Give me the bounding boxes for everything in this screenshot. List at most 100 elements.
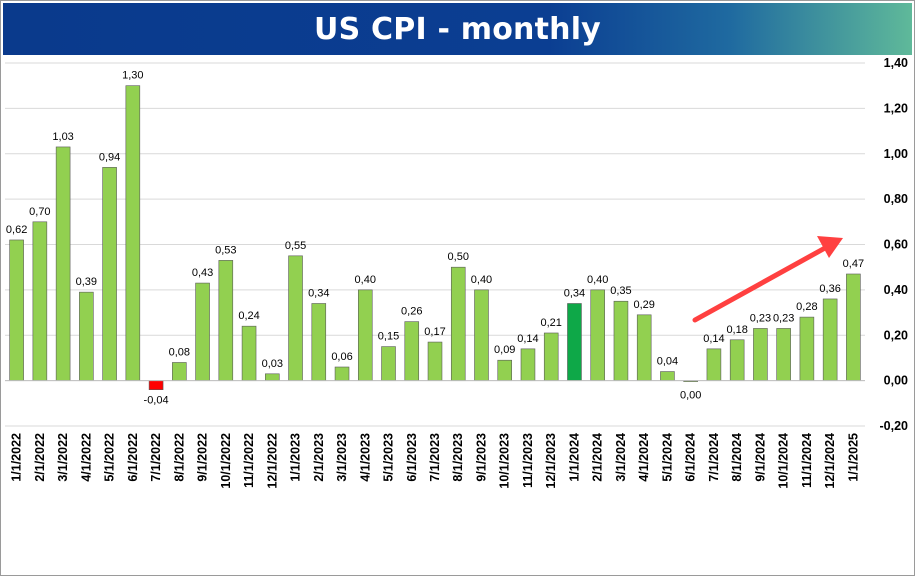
- x-tick-label: 7/1/2024: [707, 433, 721, 482]
- data-label: 0,40: [587, 274, 608, 286]
- data-label: -0,04: [144, 395, 169, 407]
- chart-title: US CPI - monthly: [314, 11, 601, 47]
- bar: [706, 348, 722, 381]
- data-label: 0,53: [215, 244, 236, 256]
- bar: [79, 291, 94, 381]
- x-tick-label: 2/1/2023: [312, 433, 326, 482]
- bar: [799, 316, 815, 381]
- bar: [427, 341, 443, 381]
- data-label: 0,06: [331, 351, 352, 363]
- data-label: 0,55: [285, 240, 306, 252]
- data-label: 0,35: [610, 285, 631, 297]
- x-tick-label: 7/1/2023: [428, 433, 442, 482]
- x-tick-label: 3/1/2024: [614, 433, 628, 482]
- x-tick-label: 6/1/2024: [684, 433, 698, 482]
- x-tick-label: 5/1/2024: [660, 433, 674, 482]
- bar: [195, 282, 210, 381]
- bar: [381, 346, 396, 381]
- x-tick-label: 9/1/2022: [196, 433, 210, 482]
- bar: [241, 325, 257, 381]
- data-label: 0,09: [494, 344, 515, 356]
- data-label: 0,39: [76, 276, 97, 288]
- data-label: 0,18: [726, 324, 747, 336]
- x-tick-label: 2/1/2022: [33, 433, 47, 482]
- x-tick-label: 8/1/2024: [730, 433, 744, 482]
- trend-arrow-shaft: [692, 245, 828, 323]
- x-tick-label: 11/1/2023: [521, 433, 535, 488]
- x-tick-label: 5/1/2022: [103, 433, 117, 482]
- y-tick-label: 0,20: [884, 328, 908, 342]
- x-tick-label: 3/1/2023: [335, 433, 349, 482]
- data-label: 0,23: [750, 312, 771, 324]
- x-tick-label: 1/1/2022: [10, 433, 24, 482]
- bar: [729, 339, 745, 381]
- x-tick-label: 8/1/2023: [451, 433, 465, 482]
- data-label: 0,14: [517, 333, 538, 345]
- bar: [846, 273, 861, 381]
- data-label: 0,62: [6, 224, 27, 236]
- data-label: 0,26: [401, 306, 422, 318]
- title-banner: US CPI - monthly: [3, 3, 912, 55]
- x-tick-label: 1/1/2025: [846, 433, 860, 482]
- bar: [590, 289, 605, 381]
- bar: [613, 300, 629, 381]
- x-tick-label: 10/1/2023: [498, 433, 512, 489]
- trend-arrow-head: [817, 236, 843, 258]
- x-tick-label: 10/1/2022: [219, 433, 233, 489]
- data-label: 0,21: [541, 317, 562, 329]
- bar: [753, 328, 768, 381]
- data-label: 0,47: [843, 258, 864, 270]
- data-label: 0,15: [378, 331, 399, 343]
- data-label: 0,50: [448, 251, 469, 263]
- data-label: 0,03: [262, 358, 283, 370]
- bar: [636, 314, 652, 381]
- bar: [334, 366, 350, 381]
- data-label: 0,24: [238, 310, 259, 322]
- bar: [9, 239, 24, 381]
- x-tick-label: 2/1/2024: [591, 433, 605, 482]
- bar: [218, 260, 234, 381]
- y-tick-label: 0,80: [884, 192, 908, 206]
- x-tick-label: 4/1/2024: [637, 433, 651, 482]
- x-tick-label: 8/1/2022: [172, 433, 186, 482]
- bar: [55, 146, 71, 381]
- data-label: 0,29: [633, 299, 654, 311]
- data-label: 0,34: [308, 287, 329, 299]
- x-tick-label: 1/1/2023: [289, 433, 303, 482]
- data-label: 0,40: [471, 274, 492, 286]
- x-tick-label: 11/1/2024: [800, 433, 814, 488]
- bar: [497, 359, 513, 381]
- bar: [125, 85, 141, 381]
- x-tick-label: 11/1/2022: [242, 433, 256, 488]
- y-tick-label: 1,20: [884, 101, 908, 115]
- bar: [543, 332, 559, 381]
- bar: [660, 371, 675, 381]
- data-label: 0,70: [29, 206, 50, 218]
- bar: [474, 289, 489, 381]
- data-label: 0,14: [703, 333, 724, 345]
- bar: [32, 221, 48, 381]
- data-label: 0,00: [680, 390, 701, 402]
- data-label: 0,28: [796, 301, 817, 313]
- x-tick-label: 6/1/2023: [405, 433, 419, 482]
- x-tick-label: 3/1/2022: [56, 433, 70, 482]
- bar: [265, 373, 280, 381]
- x-tick-label: 12/1/2024: [823, 433, 837, 489]
- data-label: 1,30: [122, 70, 143, 82]
- data-label: 0,40: [355, 274, 376, 286]
- x-tick-label: 4/1/2022: [79, 433, 93, 482]
- data-label: 1,03: [52, 131, 73, 143]
- data-label: 0,43: [192, 267, 213, 279]
- data-label: 0,34: [564, 287, 585, 299]
- bar: [404, 321, 420, 381]
- x-tick-label: 6/1/2022: [126, 433, 140, 482]
- y-tick-label: 0,60: [884, 238, 908, 252]
- bar: [311, 303, 327, 381]
- y-tick-label: -0,20: [880, 419, 909, 433]
- bar: [776, 328, 791, 381]
- bar: [567, 303, 582, 381]
- x-tick-label: 5/1/2023: [382, 433, 396, 482]
- y-tick-label: 0,00: [884, 374, 908, 388]
- x-tick-label: 4/1/2023: [358, 433, 372, 482]
